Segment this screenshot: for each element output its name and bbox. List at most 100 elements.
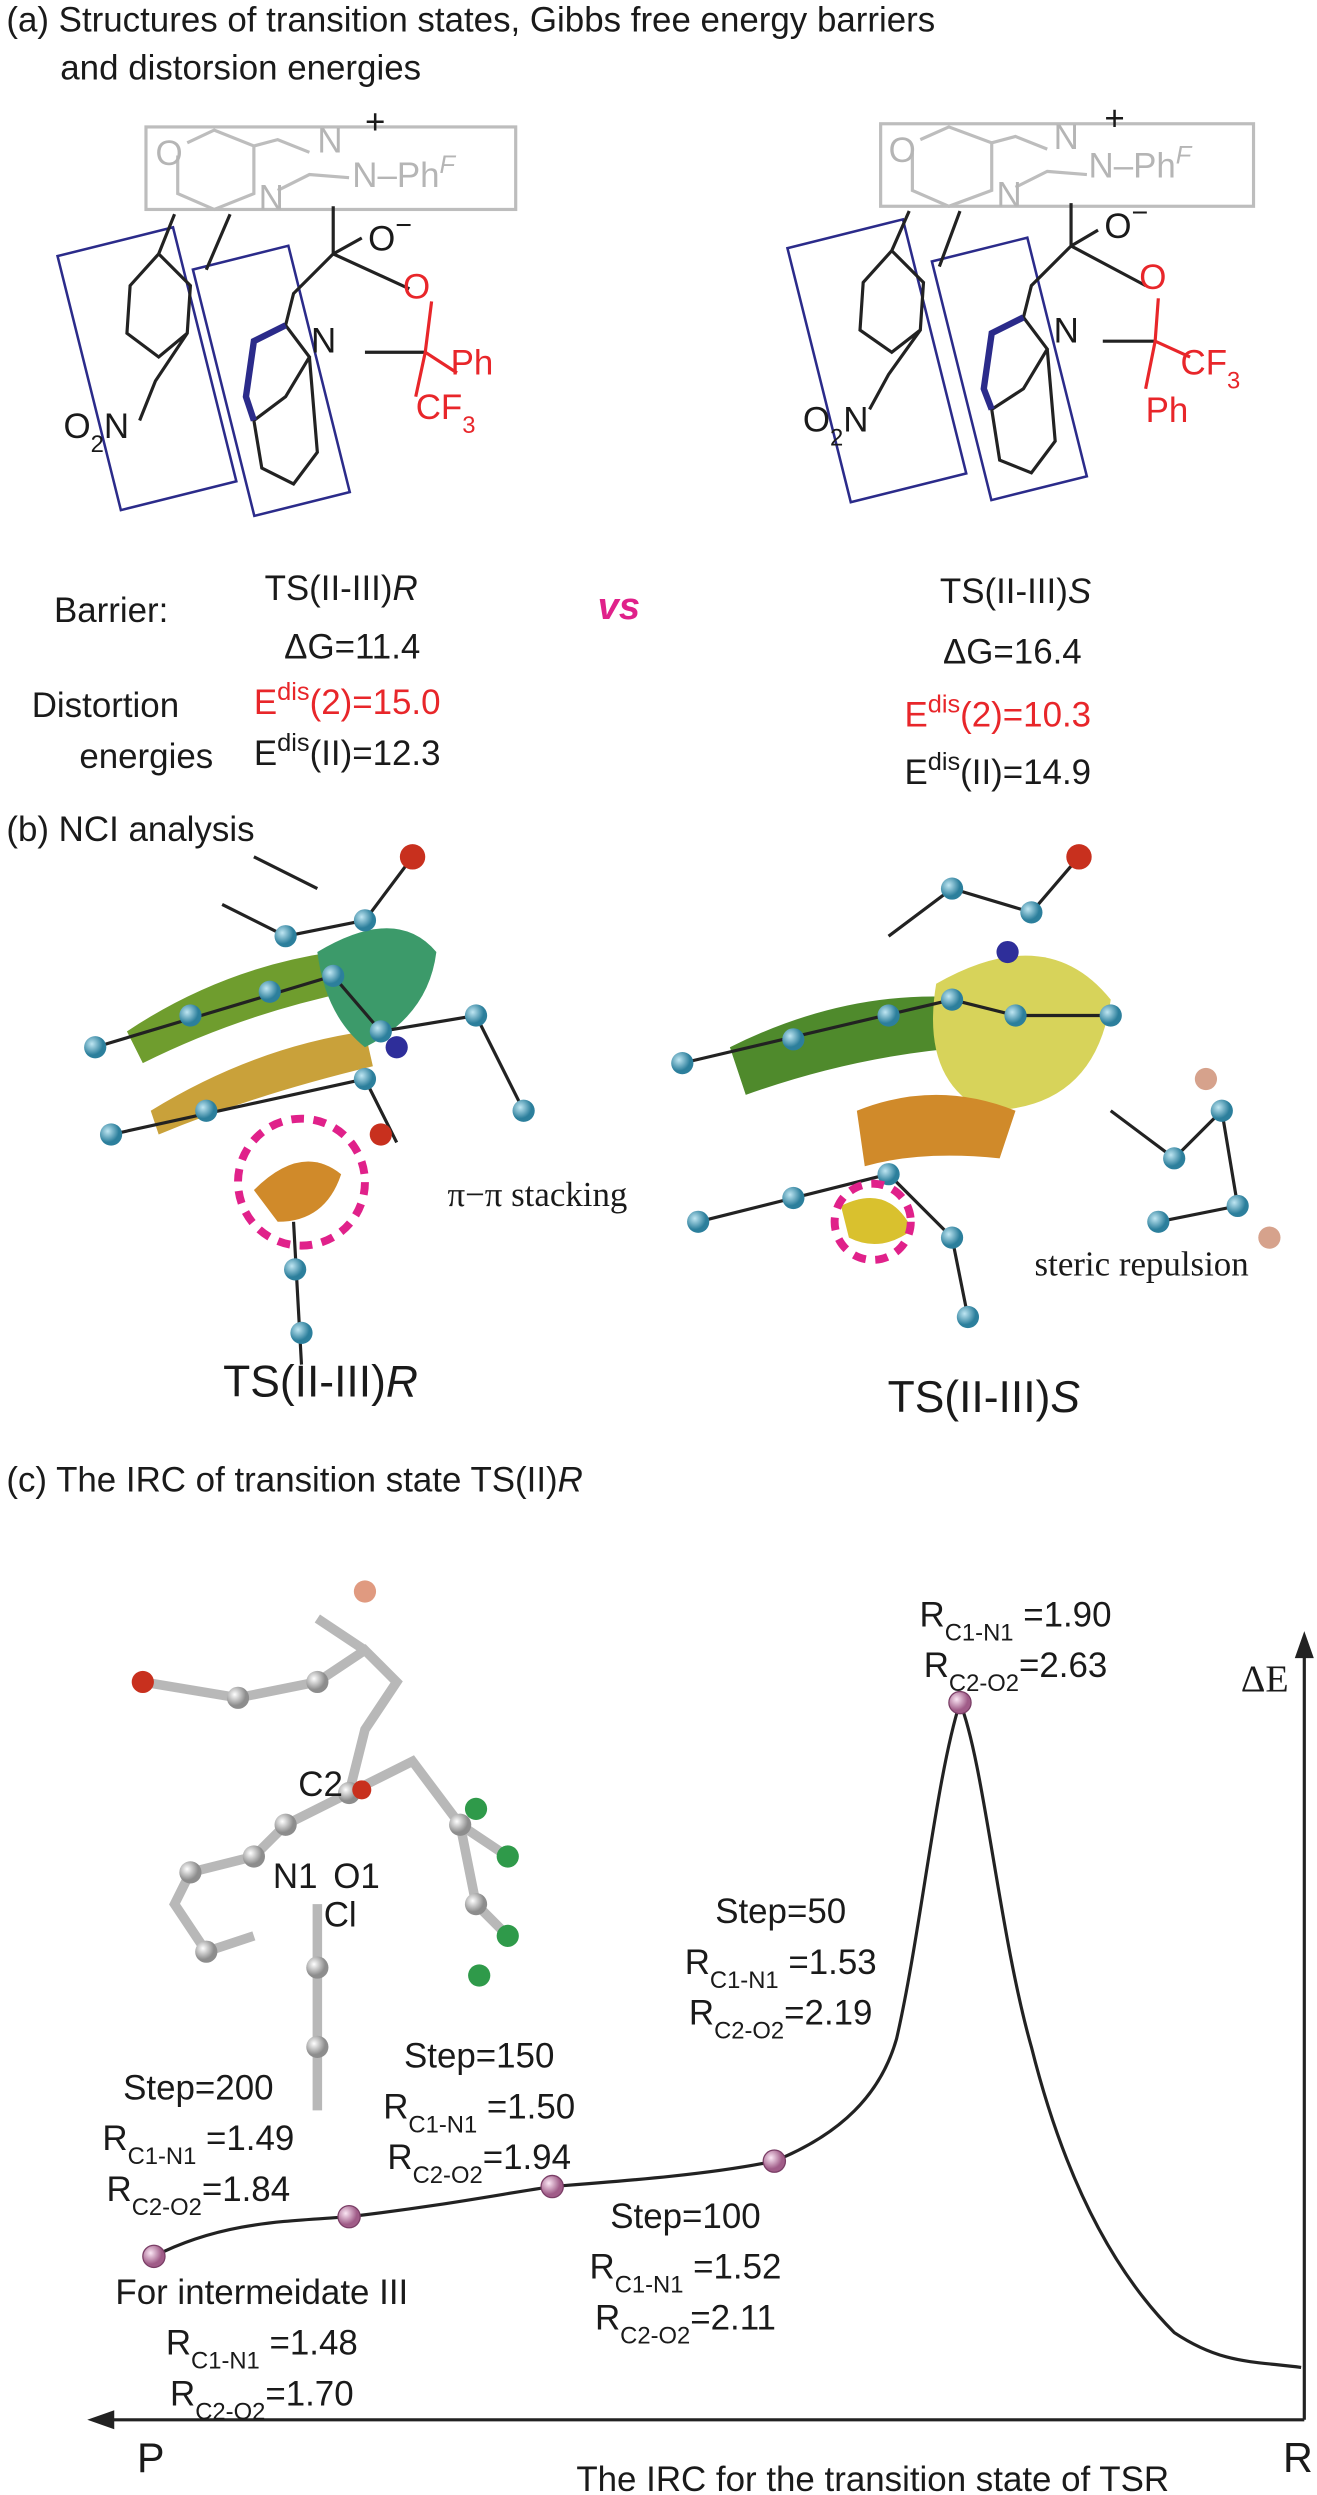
label: The IRC for the transition state of TSR	[576, 2460, 1169, 2495]
label: R	[386, 1357, 418, 1406]
distance-symbol: R	[689, 1994, 714, 2033]
label: O	[803, 401, 830, 440]
label: TS(II-III)	[223, 1357, 386, 1406]
label: O	[1139, 258, 1166, 297]
label: dis	[277, 729, 309, 757]
label: O	[156, 134, 183, 173]
nci-s-part	[933, 955, 1111, 1111]
distance-label: RC1-N1 =1.49	[102, 2119, 294, 2170]
irc-curve-part	[142, 1690, 972, 2269]
label: F	[440, 151, 457, 179]
structure-s-part	[879, 122, 1256, 208]
energy-table-part: TS(II-III)R	[265, 569, 418, 608]
distance-value: =2.63	[1019, 1646, 1107, 1685]
label: Cl	[324, 1895, 357, 1934]
label: CF	[416, 388, 463, 427]
nci-r-part	[369, 1123, 392, 1146]
irc-molecule-part-part	[468, 1964, 491, 1987]
irc-curve	[142, 1690, 1302, 2369]
nci-s-part	[1258, 1226, 1281, 1249]
nci-s-part-part	[877, 1163, 900, 1186]
structure-r-part	[176, 128, 350, 212]
label: N	[843, 401, 868, 440]
distance-label: RC2-O2=2.11	[595, 2298, 776, 2349]
label: N	[1054, 118, 1079, 157]
structure-s-part	[1144, 298, 1191, 390]
distance-symbol: R	[924, 1646, 949, 1685]
label: F	[1176, 142, 1193, 170]
label: CF	[1181, 343, 1228, 382]
irc-molecule-part	[464, 1797, 519, 1987]
label: TS(II-III)	[940, 572, 1068, 611]
label: O	[368, 220, 395, 259]
label: O	[403, 267, 430, 306]
step-label: For intermeidate III	[115, 2273, 408, 2312]
nci-r: π−π stacking TS(II-III)R	[84, 844, 627, 1406]
structure-s-part: O2N	[803, 401, 869, 452]
label: N	[259, 178, 284, 217]
nci-r-part-part	[179, 1004, 202, 1027]
nci-r-part	[253, 1161, 342, 1222]
label: (2)=15.0	[310, 683, 441, 722]
irc-molecule: C2 N1 O1 Cl	[131, 1580, 519, 2111]
structure-s: O N + N–PhF N O− O N CF3 Ph O2N	[785, 99, 1256, 504]
nci-r-part-part	[322, 964, 345, 987]
label: ΔG=11.4	[284, 627, 420, 666]
energy-table: Barrier: Distortion energies vs TS(II-II…	[32, 569, 1091, 792]
structure-r-part	[242, 322, 288, 422]
distance-value: =1.53	[779, 1943, 877, 1982]
label: dis	[928, 691, 960, 719]
nci-s-part-part	[1210, 1099, 1233, 1122]
label: N	[104, 407, 129, 446]
distance-value: =1.52	[683, 2248, 781, 2287]
nci-s-part	[1066, 844, 1092, 870]
label: O	[889, 131, 916, 170]
step-label: Step=150	[404, 2037, 554, 2076]
nci-r-part-part	[99, 1123, 123, 1146]
label: (2)=10.3	[960, 696, 1091, 735]
irc-molecule-part-part	[242, 1845, 265, 1868]
step-label: Step=100	[610, 2197, 760, 2236]
nci-s-part-part	[1163, 1147, 1186, 1170]
step-label: Step=50	[715, 1892, 846, 1931]
distance-bond: C2-O2	[714, 2017, 784, 2044]
nci-r-part-part	[284, 1258, 307, 1281]
distance-value: =1.84	[202, 2170, 290, 2209]
irc-curve-part-part	[142, 2244, 166, 2269]
label: S	[1068, 572, 1091, 611]
distance-symbol: R	[387, 2138, 412, 2177]
nci-s-part	[830, 1179, 915, 1264]
label: ΔE	[1241, 1658, 1289, 1700]
nci-r-part-part	[512, 1099, 535, 1122]
distance-bond: C2-O2	[132, 2193, 202, 2220]
label: 2	[830, 424, 843, 451]
structure-s-part: CF3	[1181, 343, 1241, 394]
nci-s-part	[671, 877, 1249, 1329]
label: π−π stacking	[447, 1175, 627, 1214]
label: N–Ph	[352, 156, 439, 195]
distance-label: RC2-O2=1.70	[170, 2375, 354, 2426]
distance-symbol: R	[107, 2170, 132, 2209]
irc-curve-part-part	[762, 2149, 787, 2173]
distance-label: RC2-O2=2.19	[689, 1994, 873, 2045]
nci-s-part	[840, 1197, 913, 1245]
distance-value: =2.11	[690, 2298, 776, 2337]
irc-molecule-part-part	[306, 1956, 329, 1979]
irc-curve-part-part	[540, 2174, 564, 2199]
distance-bond: C1-N1	[408, 2111, 477, 2138]
label: Ph	[1146, 391, 1189, 430]
structure-s-part: N–PhF	[1089, 142, 1193, 186]
nci-r-part-part	[464, 1004, 488, 1027]
nci-s-part-part	[940, 1226, 964, 1249]
nci-s-part-part	[940, 988, 964, 1011]
label: S	[1050, 1373, 1080, 1422]
structure-s-part: O−	[1104, 197, 1148, 246]
distance-label: RC2-O2=1.84	[107, 2170, 291, 2221]
label: +	[365, 102, 385, 141]
distance-bond: C1-N1	[615, 2271, 684, 2298]
irc-molecule-part	[353, 1580, 377, 1603]
structure-s-part	[980, 314, 1025, 411]
irc-molecule-part-part	[449, 1813, 472, 1836]
label: O	[63, 407, 90, 446]
